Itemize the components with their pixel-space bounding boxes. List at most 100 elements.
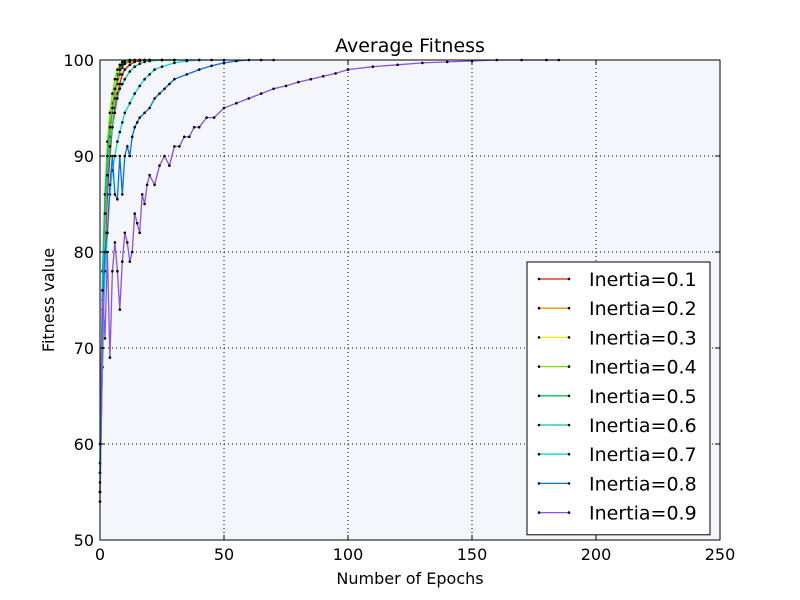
legend-marker xyxy=(567,336,571,339)
legend-label: Inertia=0.6 xyxy=(589,415,697,437)
data-point xyxy=(106,231,109,235)
data-point xyxy=(113,87,117,91)
legend-label: Inertia=0.1 xyxy=(589,269,697,291)
data-point xyxy=(126,241,129,244)
x-tick-label: 150 xyxy=(457,545,488,564)
data-point xyxy=(126,145,129,148)
data-point xyxy=(108,111,112,115)
x-axis-label: Number of Epochs xyxy=(336,569,483,588)
data-point xyxy=(106,154,109,158)
data-point xyxy=(123,231,127,235)
data-point xyxy=(118,63,122,67)
data-point xyxy=(421,61,424,65)
data-point xyxy=(173,77,176,81)
data-point xyxy=(192,125,196,129)
data-point xyxy=(103,337,107,340)
data-point xyxy=(371,65,375,68)
legend-marker xyxy=(537,394,541,398)
data-point xyxy=(116,140,119,143)
data-point xyxy=(123,68,127,71)
data-point xyxy=(121,260,124,263)
y-tick-label: 70 xyxy=(74,339,94,358)
data-point xyxy=(135,121,139,124)
series-line xyxy=(99,59,274,493)
data-point xyxy=(111,125,114,129)
data-point xyxy=(116,68,119,71)
data-point xyxy=(185,73,189,76)
data-point xyxy=(111,106,114,110)
legend-marker xyxy=(537,306,541,310)
data-point xyxy=(163,87,166,91)
data-point xyxy=(168,164,171,167)
y-tick-label: 100 xyxy=(63,51,94,70)
data-point xyxy=(205,116,208,119)
data-point xyxy=(445,60,449,64)
data-point xyxy=(158,92,161,95)
data-point xyxy=(111,154,114,158)
data-point xyxy=(116,269,119,273)
data-point xyxy=(121,82,124,86)
data-point xyxy=(272,87,275,91)
data-point xyxy=(148,106,151,110)
data-point xyxy=(153,183,156,187)
legend-label: Inertia=0.3 xyxy=(589,327,697,349)
data-point xyxy=(130,250,134,254)
data-point xyxy=(133,125,136,129)
legend-marker xyxy=(537,482,541,485)
data-point xyxy=(111,269,114,273)
data-point xyxy=(108,183,112,187)
data-point xyxy=(133,212,136,215)
legend-label: Inertia=0.9 xyxy=(589,503,697,525)
data-point xyxy=(121,121,124,124)
data-point xyxy=(163,154,166,158)
data-point xyxy=(284,84,288,88)
data-point xyxy=(140,193,144,196)
data-point xyxy=(118,308,122,311)
data-point xyxy=(173,145,176,148)
data-point xyxy=(121,63,124,67)
plot-frame xyxy=(99,59,721,541)
data-point xyxy=(113,154,117,158)
legend-marker xyxy=(537,277,541,281)
data-point xyxy=(123,77,127,81)
data-point xyxy=(143,202,146,206)
data-point xyxy=(103,212,107,215)
legend-label: Inertia=0.5 xyxy=(589,386,697,408)
data-point xyxy=(111,92,114,95)
y-tick-label: 50 xyxy=(74,531,94,550)
legend: Inertia=0.1 Inertia=0.2 Inertia=0.3 Inertia… xyxy=(526,261,711,536)
data-point xyxy=(128,260,132,263)
data-point xyxy=(128,70,132,73)
data-point xyxy=(309,77,313,81)
data-point xyxy=(128,154,132,158)
data-point xyxy=(118,82,122,86)
legend-marker xyxy=(567,365,571,368)
data-point xyxy=(101,289,104,292)
data-point xyxy=(138,231,141,235)
data-point xyxy=(210,64,213,68)
data-point xyxy=(116,77,119,81)
data-point xyxy=(148,173,151,177)
legend-marker xyxy=(537,365,541,368)
legend-marker xyxy=(567,394,571,398)
data-point xyxy=(143,111,146,115)
x-tick-label: 50 xyxy=(214,545,234,564)
data-point xyxy=(113,77,117,81)
data-point xyxy=(130,135,134,139)
data-point xyxy=(116,97,119,100)
data-point xyxy=(138,62,141,66)
y-axis-label: Fitness value xyxy=(39,248,58,352)
x-tick-label: 0 xyxy=(95,545,105,564)
data-point xyxy=(143,60,146,64)
data-point xyxy=(133,65,136,68)
data-point xyxy=(135,221,139,225)
legend-marker xyxy=(567,277,571,281)
data-point xyxy=(321,75,325,78)
legend-label: Inertia=0.2 xyxy=(589,298,697,320)
data-point xyxy=(143,77,146,81)
data-point xyxy=(121,73,124,76)
data-point xyxy=(108,356,112,359)
data-point xyxy=(173,61,176,65)
data-point xyxy=(178,145,181,148)
